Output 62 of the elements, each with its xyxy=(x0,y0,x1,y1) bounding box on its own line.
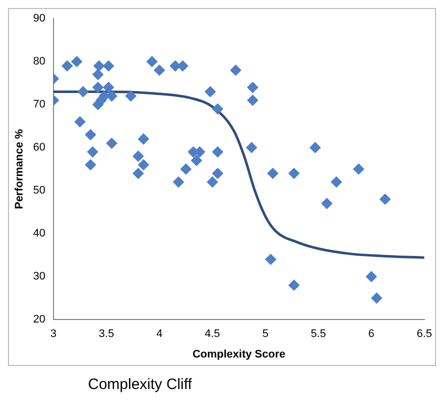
point xyxy=(180,164,192,175)
point xyxy=(103,82,114,93)
x-tick-label: 6.5 xyxy=(416,328,432,340)
x-tick-label: 4.5 xyxy=(204,328,220,340)
point xyxy=(125,90,136,102)
y-axis-title: Performance % xyxy=(14,128,26,210)
point xyxy=(247,82,258,93)
point xyxy=(138,159,150,170)
point xyxy=(106,138,118,149)
point xyxy=(288,280,300,291)
point xyxy=(191,155,202,166)
point xyxy=(172,176,184,188)
point xyxy=(103,60,114,72)
x-axis-title: Complexity Score xyxy=(192,348,286,360)
point xyxy=(94,60,105,72)
point xyxy=(330,176,342,188)
point xyxy=(288,168,300,179)
point xyxy=(132,168,144,179)
point xyxy=(212,103,224,114)
point xyxy=(353,164,364,175)
point xyxy=(74,116,86,128)
point xyxy=(138,134,150,144)
y-tick-label: 70 xyxy=(33,98,46,111)
text: Complexity Cliff xyxy=(88,376,193,393)
point xyxy=(92,69,104,80)
point xyxy=(132,150,144,162)
point xyxy=(265,254,276,265)
point xyxy=(246,142,258,154)
point xyxy=(247,94,258,106)
point xyxy=(204,86,216,98)
point xyxy=(154,64,165,76)
point xyxy=(146,56,158,68)
point xyxy=(212,168,224,179)
point xyxy=(380,194,391,205)
point xyxy=(85,129,96,140)
point xyxy=(87,146,98,158)
point xyxy=(310,142,321,154)
y-tick-label: 20 xyxy=(33,314,46,326)
x-tick-label: 3 xyxy=(50,328,56,340)
point xyxy=(212,146,224,158)
y-tick-label: 80 xyxy=(33,56,46,68)
x-tick-label: 6 xyxy=(368,328,374,340)
point xyxy=(371,292,382,304)
y-tick-label: 50 xyxy=(33,184,46,197)
y-tick-label: 90 xyxy=(33,12,46,25)
x-tick-label: 5.5 xyxy=(310,328,326,340)
point xyxy=(62,60,73,72)
point xyxy=(71,56,82,68)
point xyxy=(206,176,218,188)
point xyxy=(366,271,377,282)
point xyxy=(78,86,89,98)
x-tick-label: 5 xyxy=(262,328,268,340)
y-tick-label: 60 xyxy=(33,142,46,154)
y-tick-label: 40 xyxy=(33,228,46,240)
x-tick-label: 4 xyxy=(156,328,162,340)
point xyxy=(85,159,96,170)
point xyxy=(230,64,242,76)
y-tick-label: 30 xyxy=(33,270,46,283)
point xyxy=(92,82,104,93)
x-tick-label: 3.5 xyxy=(98,328,114,340)
point xyxy=(321,198,332,209)
point xyxy=(267,168,278,179)
